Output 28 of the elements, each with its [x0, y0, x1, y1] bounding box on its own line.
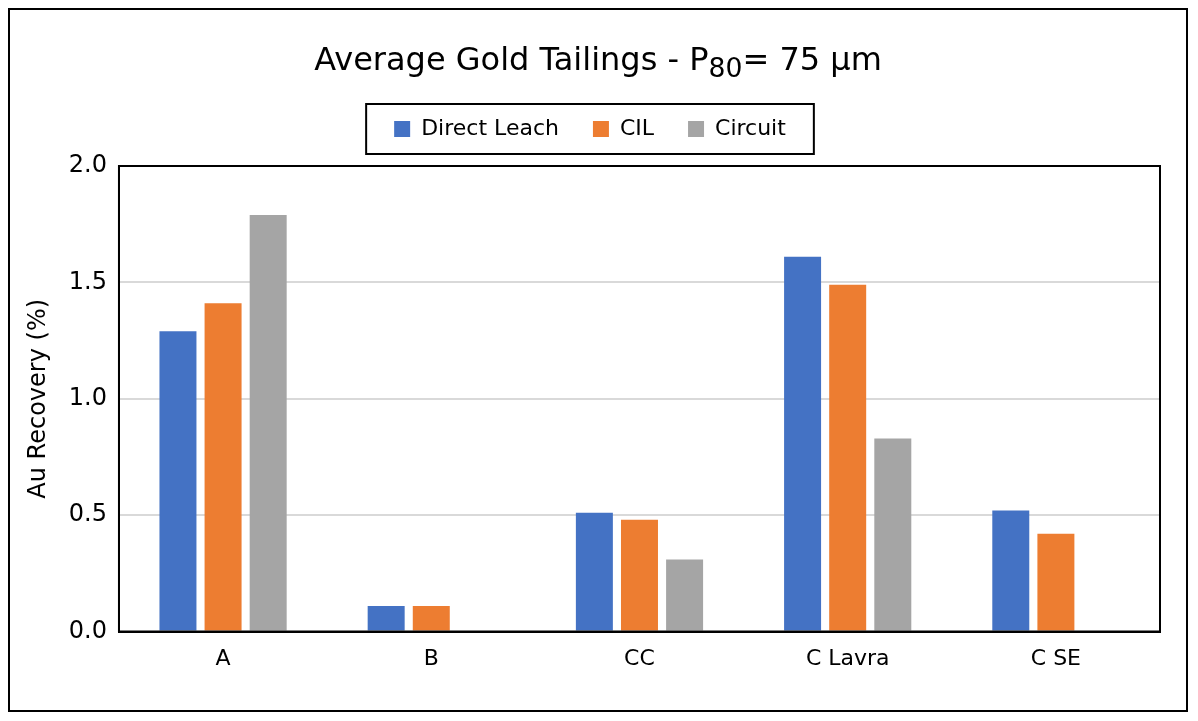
- y-axis-title: Au Recovery (%): [22, 298, 51, 499]
- bar: [412, 605, 450, 631]
- bar: [829, 284, 867, 631]
- x-tick-label: C SE: [1030, 644, 1082, 670]
- bar: [204, 303, 242, 631]
- chart-title: Average Gold Tailings - P$_{80}$= 75 µm: [313, 39, 883, 84]
- bar: [575, 512, 613, 631]
- bar: [249, 214, 287, 631]
- bar: [784, 256, 822, 631]
- bar: [367, 605, 405, 631]
- bar: [666, 559, 704, 631]
- x-tick-label: C Lavra: [805, 644, 890, 670]
- x-tick-label: A: [215, 644, 231, 670]
- y-tick-label: 0.0: [68, 615, 107, 644]
- x-tick-label: B: [423, 644, 439, 670]
- bar: [159, 331, 197, 631]
- legend-label: Circuit: [715, 114, 787, 140]
- bar: [874, 438, 912, 631]
- y-tick-label: 2.0: [68, 150, 107, 179]
- y-tick-label: 0.5: [68, 499, 107, 528]
- bar: [992, 510, 1030, 631]
- legend-label: Direct Leach: [421, 114, 559, 140]
- legend-label: CIL: [619, 114, 655, 140]
- x-tick-label: CC: [624, 644, 655, 670]
- bar: [620, 519, 658, 631]
- bar: [1037, 533, 1075, 631]
- y-tick-label: 1.5: [68, 266, 107, 295]
- y-tick-label: 1.0: [68, 383, 107, 412]
